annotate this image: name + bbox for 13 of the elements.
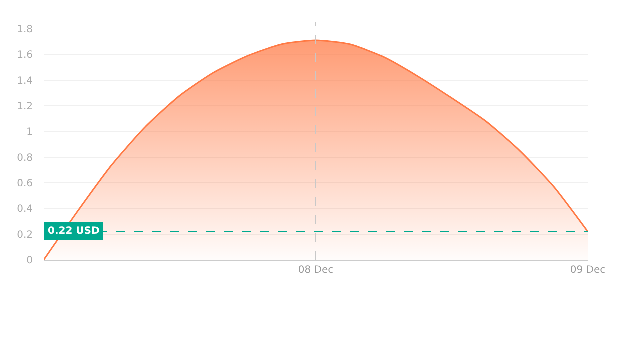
y-tick-label: 0.8: [17, 152, 33, 164]
y-tick-label: 1: [26, 127, 33, 138]
y-tick-label: 1.6: [17, 50, 33, 62]
y-tick-label: 1.2: [17, 102, 33, 112]
x-tick-label: 08 Dec: [298, 265, 334, 276]
ref-line-label: 0.22 USD: [48, 226, 100, 237]
y-tick-label: 0: [26, 256, 33, 266]
y-tick-label: 0.4: [17, 204, 33, 216]
y-tick-label: 0.6: [17, 178, 33, 190]
x-tick-label: 09 Dec: [570, 265, 606, 276]
y-tick-label: 1.8: [17, 24, 33, 36]
y-tick-label: 0.2: [17, 230, 33, 241]
y-tick-label: 1.4: [17, 76, 33, 87]
